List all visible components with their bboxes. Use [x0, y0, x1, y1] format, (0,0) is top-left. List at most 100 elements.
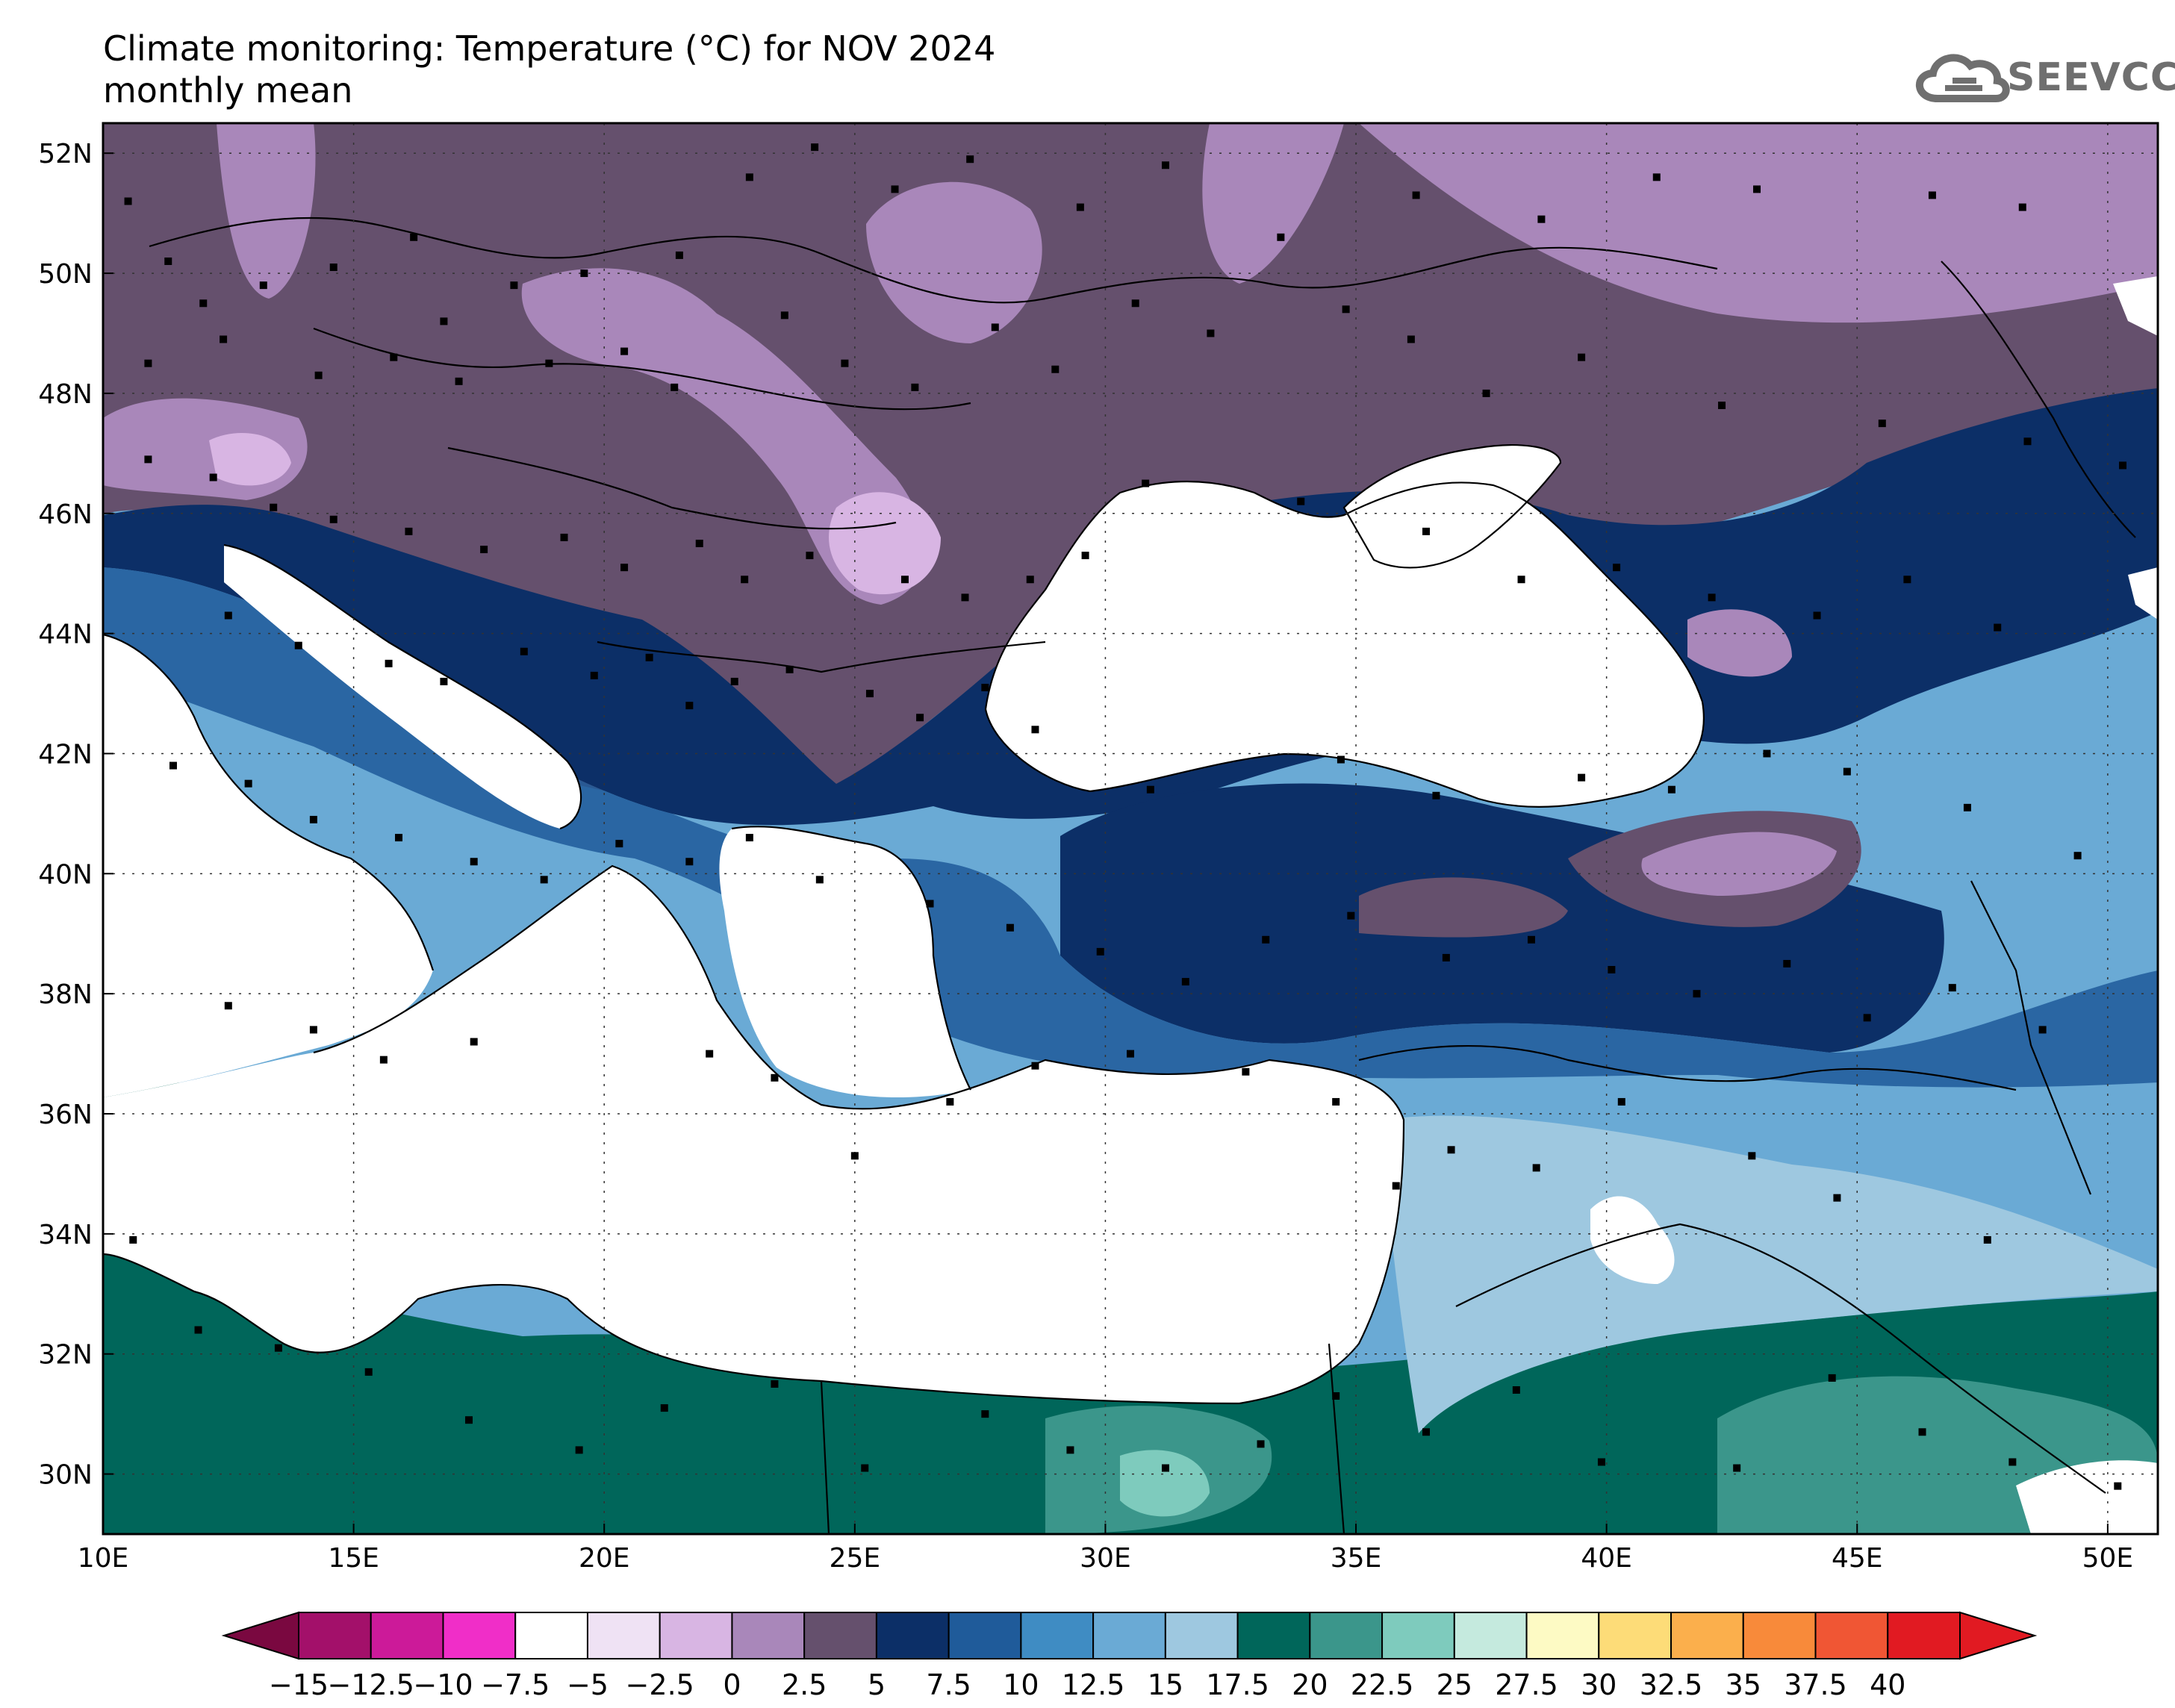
station-marker — [615, 840, 623, 848]
station-marker — [1127, 1050, 1134, 1058]
station-marker — [470, 1038, 478, 1046]
colorbar-label: −10 — [413, 1668, 473, 1701]
station-marker — [199, 299, 208, 308]
station-marker — [1131, 299, 1139, 308]
lon-tick-label: 50E — [2082, 1543, 2134, 1574]
lat-tick-label: 52N — [38, 139, 93, 169]
station-marker — [1928, 191, 1936, 199]
station-marker — [1527, 935, 1535, 944]
station-marker — [891, 185, 899, 193]
station-marker — [2073, 852, 2082, 860]
colorbar-bin — [1887, 1612, 1961, 1659]
station-marker — [1076, 203, 1084, 211]
station-marker — [294, 641, 302, 649]
station-marker — [660, 1404, 668, 1412]
lon-tick-label: 40E — [1581, 1543, 1632, 1574]
station-marker — [1903, 576, 1911, 584]
station-marker — [685, 702, 694, 710]
station-marker — [1031, 1062, 1039, 1070]
colorbar-label: 0 — [723, 1668, 741, 1701]
colorbar-label: 5 — [868, 1668, 886, 1701]
colorbar-bin — [1309, 1612, 1384, 1659]
lon-tick-label: 25E — [830, 1543, 881, 1574]
station-marker — [1081, 552, 1089, 560]
colorbar-bin — [1164, 1612, 1239, 1659]
station-marker — [575, 1446, 583, 1454]
colorbar-label: 2.5 — [782, 1668, 827, 1701]
station-marker — [560, 533, 568, 541]
station-marker — [1828, 1374, 1836, 1382]
station-marker — [1537, 215, 1546, 223]
station-marker — [1006, 923, 1014, 932]
colorbar: −15−12.5−10 −7.5 −5 −2.5 0 2.5 5 7.5 10 12.5 15 17.… — [221, 1611, 2038, 1701]
station-marker — [1994, 623, 2002, 632]
station-marker — [1031, 726, 1039, 734]
station-marker — [670, 383, 679, 391]
station-marker — [1833, 1194, 1841, 1202]
colorbar-bin — [1020, 1612, 1095, 1659]
lon-tick-label: 35E — [1331, 1543, 1382, 1574]
map-subtitle: monthly mean — [103, 70, 353, 110]
station-marker — [1161, 1464, 1169, 1472]
station-marker — [1277, 233, 1285, 241]
lon-tick-label: 30E — [1080, 1543, 1131, 1574]
colorbar-label: −7.5 — [481, 1668, 550, 1701]
colorbar-bin — [514, 1612, 588, 1659]
country-borders — [103, 216, 2136, 1534]
station-marker — [2119, 461, 2127, 470]
colorbar-bin — [1236, 1612, 1311, 1659]
station-marker — [1242, 1068, 1250, 1076]
station-marker — [1748, 1152, 1756, 1160]
station-marker — [144, 359, 152, 367]
colorbar-label: −12.5 — [328, 1668, 414, 1701]
station-marker — [480, 546, 488, 554]
station-marker — [1262, 935, 1270, 944]
station-marker — [645, 653, 653, 661]
station-marker — [270, 503, 278, 511]
station-marker — [545, 359, 553, 367]
station-marker — [911, 383, 919, 391]
station-marker — [1733, 1464, 1741, 1472]
station-marker — [1948, 984, 1956, 992]
colorbar-over-arrow — [1959, 1611, 2038, 1660]
station-marker — [1392, 1182, 1400, 1190]
colorbar-label: 22.5 — [1351, 1668, 1414, 1701]
map-frame — [102, 122, 2159, 1536]
station-marker — [1347, 911, 1355, 920]
station-marker — [1783, 959, 1791, 967]
station-marker — [695, 539, 703, 547]
station-marker — [274, 1344, 282, 1352]
station-markers — [124, 143, 2127, 1490]
station-marker — [771, 1380, 779, 1388]
lat-tick-label: 38N — [38, 979, 93, 1010]
station-marker — [966, 155, 974, 163]
station-marker — [410, 233, 418, 241]
station-marker — [1918, 1428, 1926, 1436]
colorbar-label: 10 — [1003, 1668, 1039, 1701]
station-marker — [2023, 437, 2032, 446]
station-marker — [1422, 1428, 1431, 1436]
station-marker — [2114, 1482, 2122, 1490]
station-marker — [620, 347, 629, 355]
grid-lines — [103, 123, 2158, 1534]
station-marker — [981, 684, 989, 691]
station-marker — [850, 1152, 859, 1160]
station-marker — [390, 353, 398, 361]
station-marker — [1442, 953, 1450, 961]
station-marker — [785, 665, 794, 673]
colorbar-bin — [803, 1612, 877, 1659]
latitude-axis: 30N 32N 34N 36N 38N 40N 42N 44N 46N 48N 50N 52N — [38, 139, 113, 1491]
colorbar-bin — [1814, 1612, 1889, 1659]
station-marker — [1763, 749, 1771, 758]
station-marker — [259, 281, 267, 290]
station-marker — [1257, 1440, 1265, 1448]
station-marker — [1578, 353, 1586, 361]
station-marker — [1337, 755, 1345, 764]
station-marker — [1608, 966, 1616, 973]
colorbar-bin — [442, 1612, 517, 1659]
station-marker — [685, 858, 694, 866]
colorbar-bin — [1598, 1612, 1673, 1659]
colorbar-bin — [1742, 1612, 1817, 1659]
colorbar-label: 32.5 — [1640, 1668, 1703, 1701]
station-marker — [741, 576, 749, 584]
